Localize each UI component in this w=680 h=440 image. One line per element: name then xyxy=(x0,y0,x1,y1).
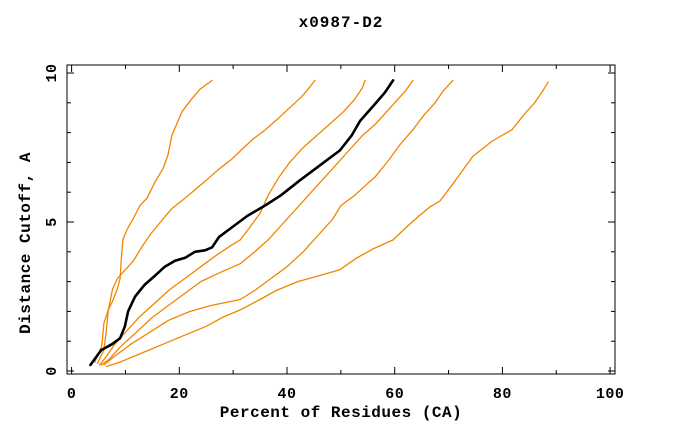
x-axis-label: Percent of Residues (CA) xyxy=(220,404,462,422)
x-tick-label: 0 xyxy=(67,386,77,403)
x-tick-label: 100 xyxy=(596,386,625,403)
chart-title: x0987-D2 xyxy=(299,14,384,32)
y-tick-label: 10 xyxy=(44,63,61,82)
tick-labels: 0 20 40 60 80 100 0 5 10 xyxy=(44,63,624,403)
plot-frame xyxy=(66,64,616,375)
y-axis-label: Distance Cutoff, A xyxy=(17,152,35,334)
curve-orange-1 xyxy=(94,79,213,363)
curve-orange-5 xyxy=(103,79,454,366)
x-tick-label: 60 xyxy=(385,386,404,403)
x-tick-label: 20 xyxy=(170,386,189,403)
y-tick-label: 5 xyxy=(44,217,61,227)
x-tick-label: 40 xyxy=(277,386,296,403)
curve-orange-6 xyxy=(105,81,549,368)
curve-orange-4 xyxy=(100,79,414,366)
curve-black-main xyxy=(89,79,395,367)
x-tick-label: 80 xyxy=(493,386,512,403)
curve-orange-3 xyxy=(98,79,366,366)
curve-orange-2 xyxy=(96,79,316,365)
axes-frame xyxy=(66,64,616,375)
curve-group xyxy=(89,79,549,368)
y-tick-label: 0 xyxy=(44,366,61,376)
